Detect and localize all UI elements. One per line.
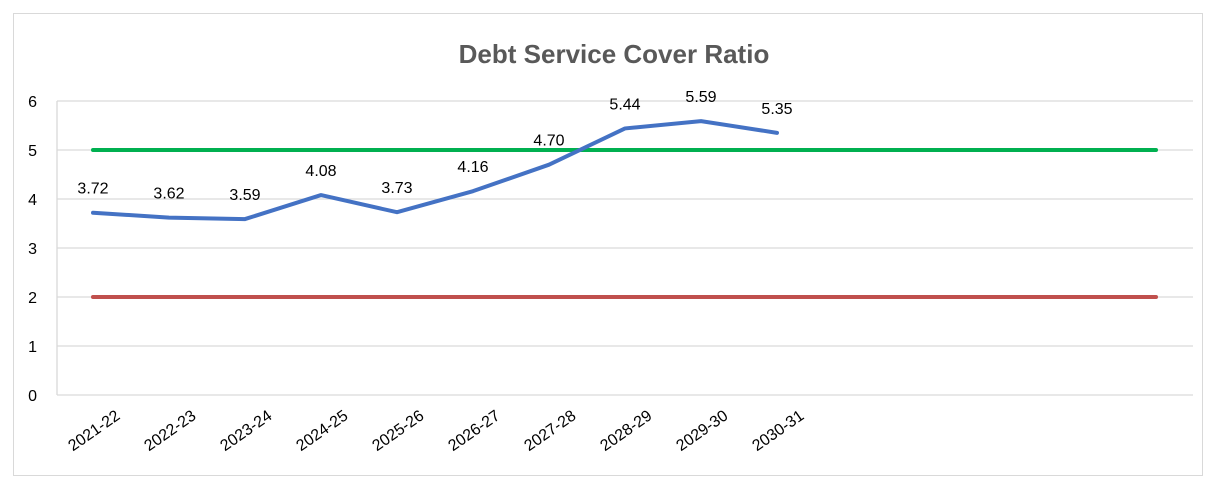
series-lines	[91, 119, 779, 222]
data-label-2021-22: 3.72	[77, 181, 108, 198]
y-tick-5: 5	[28, 143, 37, 160]
y-tick-1: 1	[28, 339, 37, 356]
data-label-2028-29: 5.44	[609, 96, 640, 113]
x-tick-2023-24: 2023-24	[217, 407, 275, 455]
data-labels: 3.72 3.62 3.59 4.08 3.73 4.16 4.70 5.44 5.59 5.35	[77, 89, 792, 204]
x-axis-ticks: 2021-22 2022-23 2023-24 2024-25 2025-26 2026-…	[65, 407, 807, 455]
data-label-2023-24: 3.59	[229, 187, 260, 204]
data-label-2029-30: 5.59	[685, 89, 716, 106]
reference-lines	[91, 148, 1158, 299]
y-tick-6: 6	[28, 94, 37, 111]
chart-title: Debt Service Cover Ratio	[459, 39, 770, 69]
x-tick-2026-27: 2026-27	[445, 407, 503, 455]
gridlines	[56, 100, 1193, 396]
dscr-series-line	[91, 119, 779, 222]
y-tick-2: 2	[28, 290, 37, 307]
data-label-2022-23: 3.62	[153, 186, 184, 203]
data-label-2024-25: 4.08	[305, 163, 336, 180]
y-tick-4: 4	[28, 192, 37, 209]
data-label-2026-27: 4.16	[457, 159, 488, 176]
y-tick-0: 0	[28, 388, 37, 405]
x-tick-2021-22: 2021-22	[65, 407, 123, 455]
x-tick-2027-28: 2027-28	[521, 407, 579, 455]
x-tick-2024-25: 2024-25	[293, 407, 351, 455]
x-tick-2030-31: 2030-31	[749, 407, 807, 455]
x-tick-2028-29: 2028-29	[597, 407, 655, 455]
x-tick-2029-30: 2029-30	[673, 407, 731, 455]
data-label-2027-28: 4.70	[533, 133, 564, 150]
data-label-2025-26: 3.73	[381, 180, 412, 197]
chart-frame	[13, 13, 1203, 476]
data-label-2030-31: 5.35	[761, 101, 792, 118]
x-tick-2022-23: 2022-23	[141, 407, 199, 455]
y-tick-3: 3	[28, 241, 37, 258]
x-tick-2025-26: 2025-26	[369, 407, 427, 455]
y-axis-ticks: 0 1 2 3 4 5 6	[28, 94, 37, 405]
